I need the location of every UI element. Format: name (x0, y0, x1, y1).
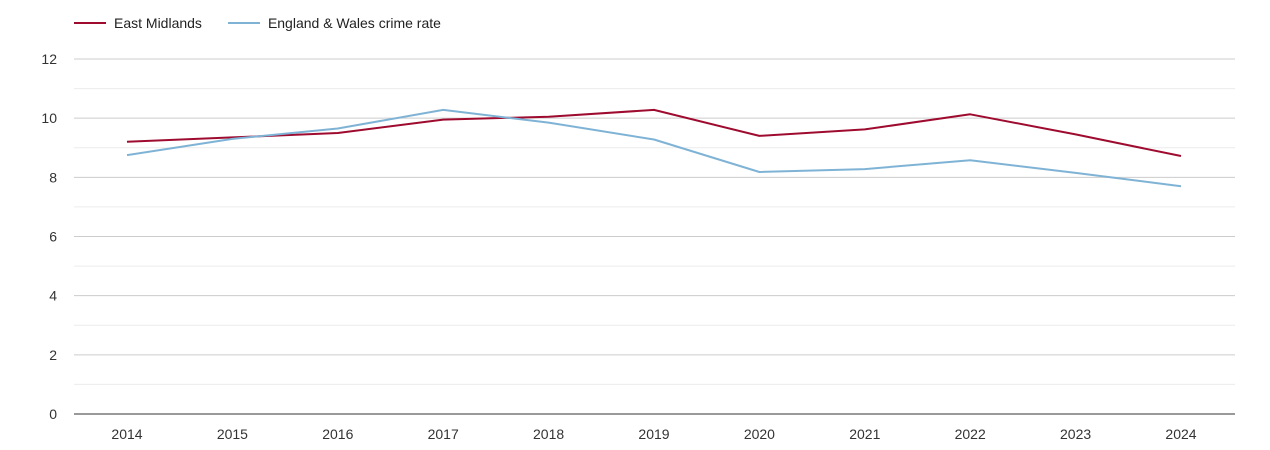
chart-legend: East Midlands England & Wales crime rate (74, 15, 441, 31)
x-tick-label: 2014 (111, 426, 142, 442)
legend-item-east-midlands[interactable]: East Midlands (74, 15, 202, 31)
x-tick-label: 2015 (217, 426, 248, 442)
y-tick-label: 2 (49, 347, 57, 363)
x-tick-label: 2017 (428, 426, 459, 442)
y-tick-label: 8 (49, 169, 57, 185)
legend-swatch-east-midlands (74, 22, 106, 24)
x-tick-label: 2016 (322, 426, 353, 442)
legend-label-east-midlands: East Midlands (114, 15, 202, 31)
y-tick-label: 12 (41, 51, 57, 67)
x-tick-label: 2021 (849, 426, 880, 442)
y-tick-label: 6 (49, 229, 57, 245)
legend-swatch-england-wales (227, 22, 260, 24)
y-tick-label: 10 (41, 110, 57, 126)
x-tick-label: 2018 (533, 426, 564, 442)
x-tick-label: 2022 (955, 426, 986, 442)
y-tick-label: 0 (49, 406, 57, 422)
series-line-0 (126, 108, 1182, 157)
x-tick-label: 2023 (1060, 426, 1091, 442)
x-tick-label: 2020 (744, 426, 775, 442)
x-tick-label: 2019 (638, 426, 669, 442)
series-line-1 (126, 108, 1182, 188)
x-tick-label: 2024 (1165, 426, 1196, 442)
legend-item-england-wales[interactable]: England & Wales crime rate (227, 15, 441, 31)
y-tick-label: 4 (49, 288, 57, 304)
legend-label-england-wales: England & Wales crime rate (267, 15, 441, 31)
